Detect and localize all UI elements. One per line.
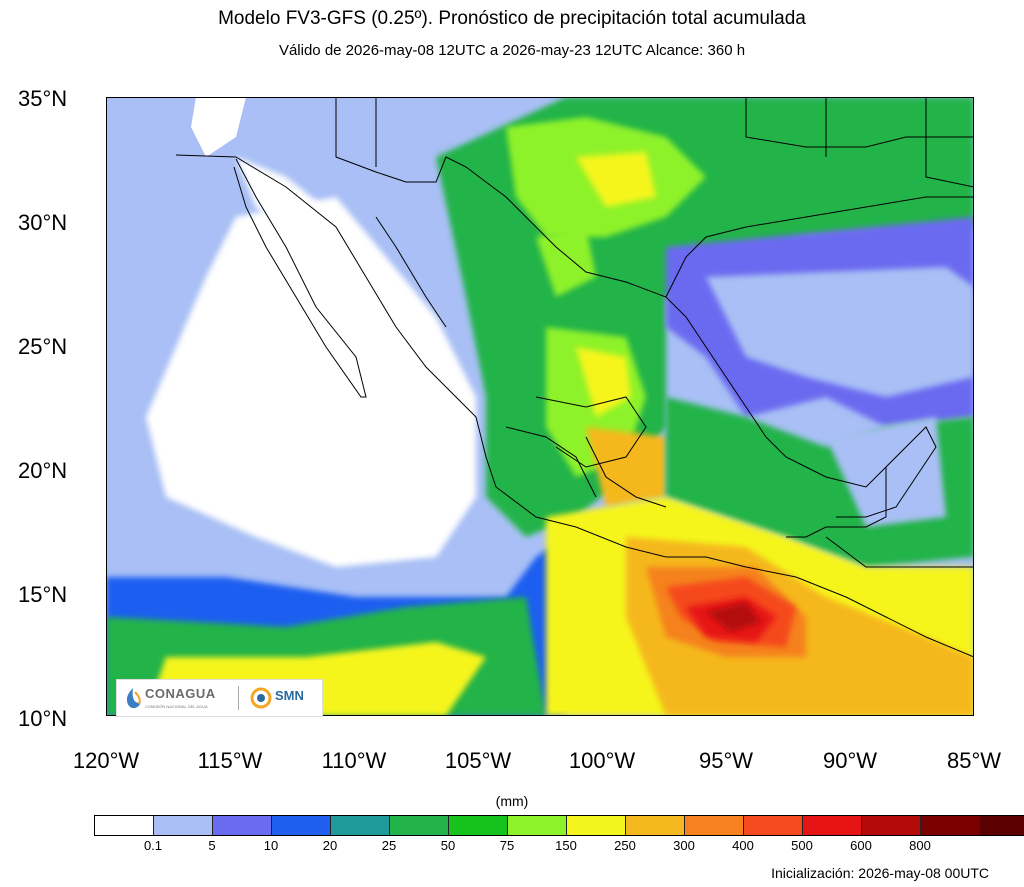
colorbar-tick-label: 20 <box>322 838 338 853</box>
lon-label-120: 120°W <box>72 748 140 773</box>
lon-label-105: 105°W <box>444 748 512 773</box>
logo-separator <box>238 686 239 710</box>
colorbar-swatch <box>272 816 331 835</box>
colorbar-tick-label: 75 <box>499 838 515 853</box>
colorbar-swatch <box>331 816 390 835</box>
colorbar-swatch <box>449 816 508 835</box>
colorbar-tick-label: 10 <box>263 838 279 853</box>
lon-label-85: 85°W <box>946 748 1002 773</box>
colorbar-swatch <box>862 816 921 835</box>
colorbar-tick-label: 300 <box>673 838 695 853</box>
colorbar-tick-label: 600 <box>850 838 872 853</box>
conagua-logo-icon <box>126 688 141 709</box>
initialization-label: Inicialización: 2026-may-08 00UTC <box>771 865 989 881</box>
colorbar-swatch <box>390 816 449 835</box>
colorbar-tick-label: 25 <box>381 838 397 853</box>
colorbar-swatch <box>685 816 744 835</box>
smn-logo-icon <box>250 687 272 709</box>
lat-label-35: 35°N <box>18 86 68 111</box>
colorbar-swatch <box>626 816 685 835</box>
lat-label-25: 25°N <box>18 334 68 359</box>
colorbar-tick-label: 5 <box>208 838 216 853</box>
colorbar-swatch <box>567 816 626 835</box>
colorbar-tick-label: 250 <box>614 838 636 853</box>
precipitation-field <box>106 97 974 716</box>
colorbar-tick-label: 800 <box>909 838 931 853</box>
lon-label-95: 95°W <box>698 748 754 773</box>
lon-label-110: 110°W <box>321 748 387 773</box>
lat-label-30: 30°N <box>18 210 68 235</box>
lon-label-90: 90°W <box>822 748 878 773</box>
colorbar-tick-label: 500 <box>791 838 813 853</box>
lat-label-10: 10°N <box>18 706 68 731</box>
lat-label-15: 15°N <box>18 582 68 607</box>
colorbar-tick-label: 0.1 <box>143 838 163 853</box>
colorbar-swatch <box>508 816 567 835</box>
conagua-logo-subtext: COMISIÓN NACIONAL DEL AGUA <box>145 704 208 709</box>
colorbar <box>94 815 1024 836</box>
colorbar-unit: (mm) <box>495 793 529 809</box>
map-subtitle: Válido de 2026-may-08 12UTC a 2026-may-2… <box>278 42 746 59</box>
lon-label-100: 100°W <box>568 748 636 773</box>
colorbar-swatch <box>921 816 980 835</box>
colorbar-swatch <box>744 816 803 835</box>
colorbar-swatch <box>213 816 272 835</box>
precipitation-map <box>106 97 974 716</box>
smn-logo-text: SMN <box>275 688 304 703</box>
colorbar-swatch <box>95 816 154 835</box>
colorbar-tick-label: 150 <box>555 838 577 853</box>
agency-logos: CONAGUA COMISIÓN NACIONAL DEL AGUA SMN <box>116 679 323 717</box>
colorbar-tick-label: 400 <box>732 838 754 853</box>
map-title: Modelo FV3-GFS (0.25º). Pronóstico de pr… <box>218 8 806 29</box>
lat-label-20: 20°N <box>18 458 68 483</box>
lon-label-115: 115°W <box>197 748 263 773</box>
colorbar-swatch <box>980 816 1024 835</box>
colorbar-swatch <box>803 816 862 835</box>
colorbar-swatch <box>154 816 213 835</box>
conagua-logo-text: CONAGUA <box>145 686 216 701</box>
colorbar-tick-label: 50 <box>440 838 456 853</box>
